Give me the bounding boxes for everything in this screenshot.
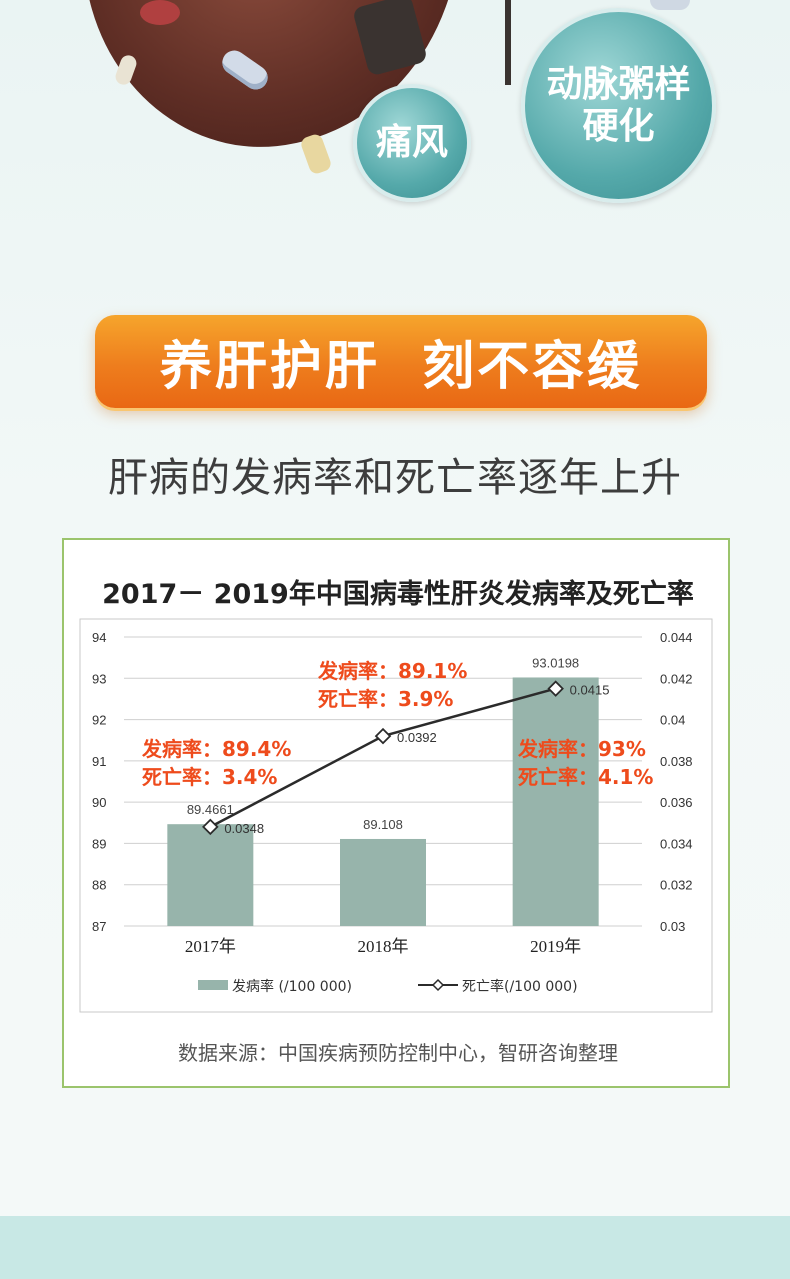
left-axis-tick-label: 93 (92, 671, 106, 686)
hero-illustration: 痛风 动脉粥样硬化 (0, 0, 790, 240)
left-axis-tick-label: 88 (92, 878, 106, 893)
mortality-value-label: 0.0415 (570, 683, 610, 698)
plot-frame (79, 618, 713, 1013)
annotation-label: 死亡率：4.1% (518, 765, 653, 789)
x-axis-tick-label: 2019年 (530, 937, 581, 956)
chart-source: 数据来源：中国疾病预防控制中心，智研咨询整理 (178, 1041, 618, 1065)
footer-band (0, 1216, 790, 1279)
right-axis-tick-label: 0.034 (660, 836, 693, 851)
stick-illustration (505, 0, 511, 85)
pill-illustration (650, 0, 690, 10)
mortality-value-label: 0.0348 (224, 821, 264, 836)
bar-value-label: 93.0198 (532, 655, 579, 670)
right-axis-tick-label: 0.04 (660, 713, 685, 728)
annotation-label: 死亡率：3.9% (318, 687, 453, 711)
mortality-point (374, 727, 392, 745)
right-axis-tick-label: 0.038 (660, 754, 693, 769)
chart-card: 2017－ 2019年中国病毒性肝炎发病率及死亡率 87 88 89 90 91 92 93… (62, 538, 730, 1088)
atherosclerosis-bubble: 动脉粥样硬化 (521, 8, 716, 203)
legend-swatch-marker (431, 978, 445, 992)
annotation-label: 发病率：89.4% (141, 737, 291, 761)
bar-value-label: 89.108 (363, 817, 403, 832)
legend-label-bar: 发病率 (/100 000) (232, 978, 352, 995)
gout-bubble: 痛风 (353, 84, 471, 202)
x-axis-tick-label: 2017年 (185, 937, 236, 956)
mortality-value-label: 0.0392 (397, 730, 437, 745)
bar-incidence (340, 838, 426, 926)
capsule-illustration (299, 132, 333, 176)
right-axis-tick-label: 0.042 (660, 671, 693, 686)
left-axis-tick-label: 90 (92, 795, 106, 810)
bar-incidence (512, 677, 599, 926)
left-axis-tick-label: 89 (92, 836, 106, 851)
legend-swatch-bar (198, 980, 228, 990)
right-axis-tick-label: 0.036 (660, 795, 693, 810)
right-axis-tick-label: 0.044 (660, 630, 693, 645)
mortality-point (547, 680, 564, 697)
meat-illustration (140, 0, 180, 25)
left-axis-tick-label: 91 (92, 754, 106, 769)
page-subtitle: 肝病的发病率和死亡率逐年上升 (108, 455, 682, 501)
left-axis-tick-label: 87 (92, 919, 106, 934)
right-axis-tick-label: 0.03 (660, 919, 685, 934)
left-axis-tick-label: 92 (92, 713, 106, 728)
right-axis-tick-label: 0.032 (660, 878, 693, 893)
bar-incidence (167, 824, 254, 926)
mortality-point (202, 818, 219, 836)
chart-title: 2017－ 2019年中国病毒性肝炎发病率及死亡率 (102, 579, 694, 610)
chart-svg: 87 88 89 90 91 92 93 94 0.03 0.032 0.034 0.036 0.038… (79, 618, 713, 1013)
annotation-label: 发病率：93% (517, 737, 646, 761)
annotation-label: 死亡率：3.4% (142, 765, 277, 789)
annotation-label: 发病率：89.1% (317, 659, 467, 683)
bar-value-label: 89.4661 (187, 802, 234, 817)
legend-label-line: 死亡率(/100 000) (462, 978, 578, 995)
headline-banner: 养肝护肝 刻不容缓 (95, 315, 707, 408)
left-axis-tick-label: 94 (92, 630, 106, 645)
x-axis-tick-label: 2018年 (358, 937, 409, 956)
